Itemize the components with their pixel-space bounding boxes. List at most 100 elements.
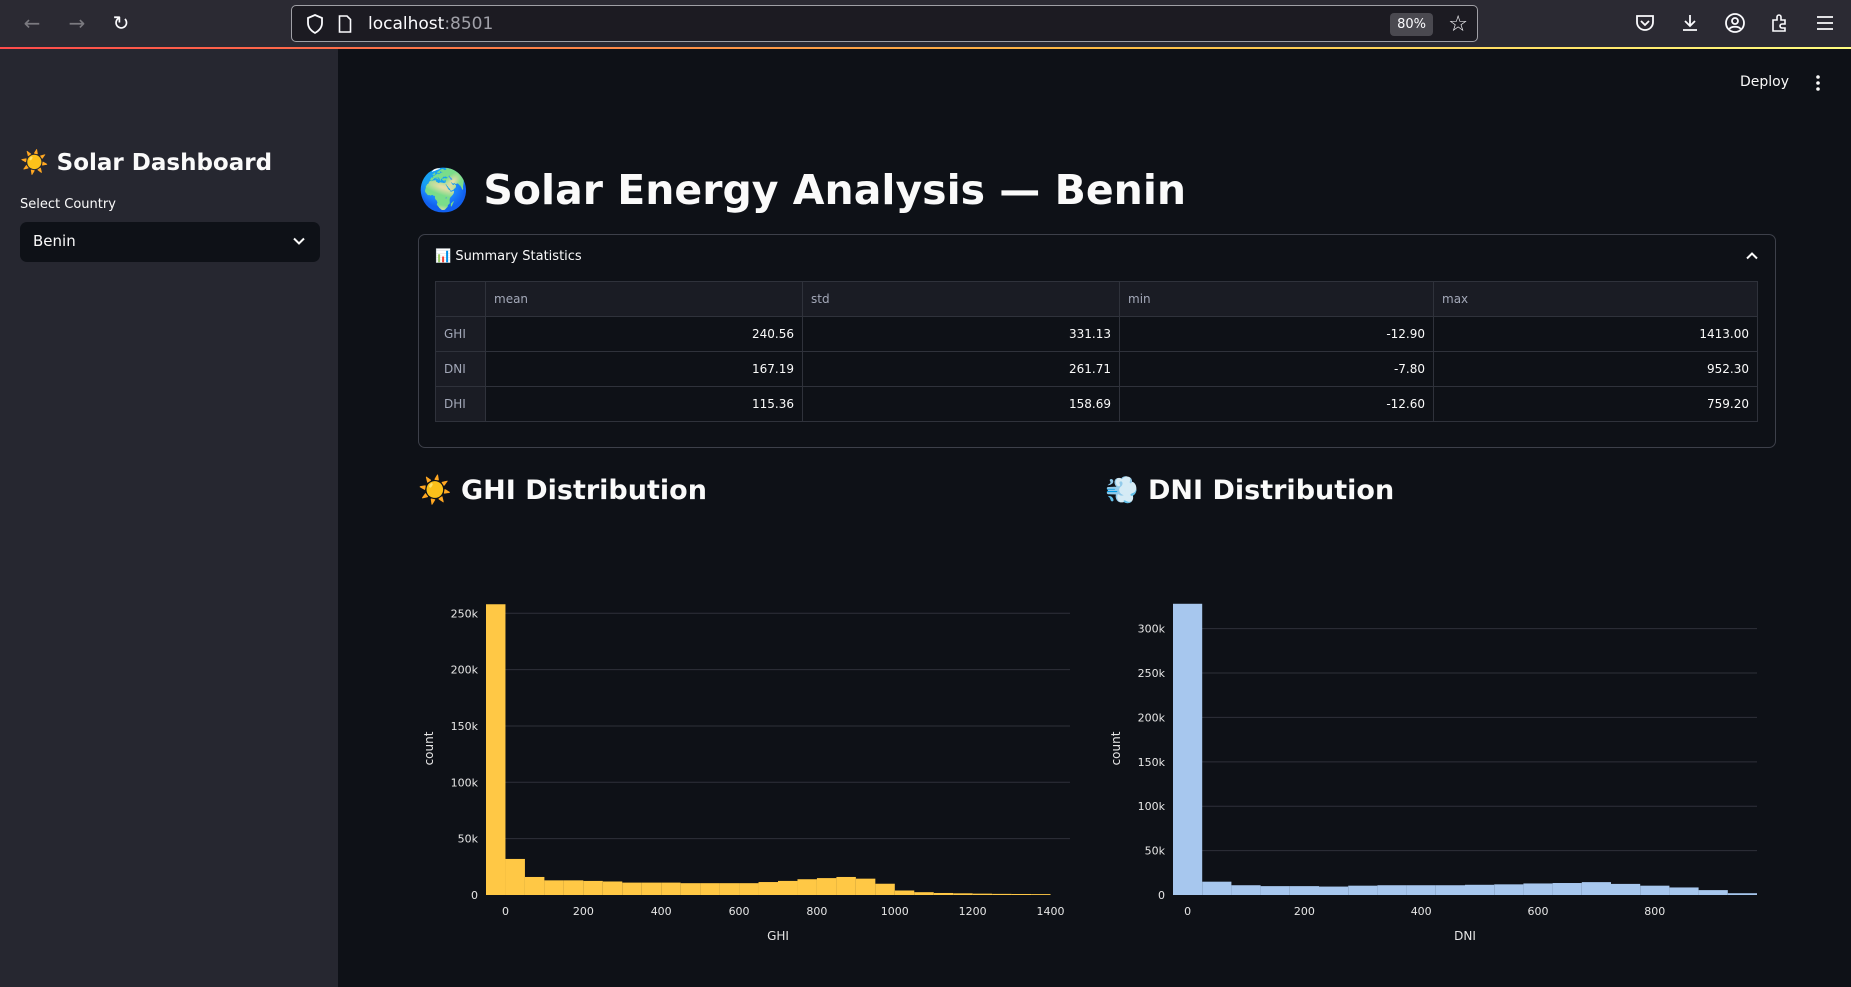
histogram-bar[interactable]	[1260, 886, 1290, 895]
histogram-bar[interactable]	[1031, 894, 1051, 895]
cell-std[interactable]: 158.69	[802, 386, 1120, 422]
x-tick-label: 200	[1294, 905, 1315, 918]
row-index: DNI	[435, 351, 486, 387]
y-tick-label: 100k	[1138, 800, 1166, 813]
column-header-std[interactable]: std	[802, 281, 1120, 317]
summary-expander-label[interactable]: 📊 Summary Statistics	[435, 249, 582, 264]
histogram-bar[interactable]	[1348, 885, 1378, 895]
histogram-bar[interactable]	[1173, 603, 1203, 895]
histogram-bar[interactable]	[602, 881, 623, 895]
histogram-bar[interactable]	[992, 893, 1012, 895]
histogram-bar[interactable]	[1202, 881, 1232, 895]
shield-icon[interactable]	[306, 14, 324, 34]
column-header-index	[435, 281, 486, 317]
bookmark-star-icon[interactable]: ☆	[1448, 12, 1468, 37]
y-tick-label: 300k	[1138, 623, 1166, 636]
histogram-bar[interactable]	[505, 858, 525, 895]
histogram-bar[interactable]	[1406, 885, 1436, 895]
column-header-mean[interactable]: mean	[485, 281, 803, 317]
cell-max[interactable]: 952.30	[1433, 351, 1758, 387]
y-tick-label: 50k	[458, 833, 479, 846]
cell-mean[interactable]: 240.56	[485, 316, 803, 352]
histogram-bar[interactable]	[719, 883, 740, 895]
summary-table: mean std min max GHI 240.56 331.13 -12.9…	[435, 281, 1758, 422]
histogram-bar[interactable]	[758, 882, 778, 895]
ghi-histogram[interactable]: 0 50k 100k 150k 200k 250k 0 200 400 600 800 1000 120…	[418, 560, 1078, 960]
more-options-icon[interactable]	[1810, 74, 1826, 92]
pocket-icon[interactable]	[1632, 10, 1658, 36]
histogram-bar[interactable]	[1377, 885, 1407, 895]
histogram-bar[interactable]	[972, 893, 993, 895]
url-host: localhost	[368, 14, 445, 34]
histogram-bar[interactable]	[797, 879, 817, 895]
histogram-bar[interactable]	[680, 883, 701, 895]
histogram-bar[interactable]	[953, 893, 973, 895]
column-header-max[interactable]: max	[1433, 281, 1758, 317]
histogram-bar[interactable]	[894, 890, 915, 895]
deploy-button[interactable]: Deploy	[1740, 74, 1790, 90]
histogram-bar[interactable]	[778, 880, 798, 895]
histogram-bar[interactable]	[563, 880, 584, 895]
histogram-bar[interactable]	[622, 882, 642, 895]
extensions-icon[interactable]	[1767, 10, 1793, 36]
back-arrow-icon[interactable]: ←	[23, 11, 41, 35]
cell-min[interactable]: -12.60	[1119, 386, 1434, 422]
histogram-bar[interactable]	[914, 892, 934, 895]
histogram-bar[interactable]	[1698, 890, 1728, 895]
histogram-bar[interactable]	[1435, 885, 1465, 895]
histogram-bar[interactable]	[700, 883, 720, 895]
histogram-bar[interactable]	[486, 604, 506, 895]
url-text[interactable]: localhost:8501	[368, 14, 493, 34]
cell-min[interactable]: -7.80	[1119, 351, 1434, 387]
histogram-bar[interactable]	[661, 882, 681, 895]
histogram-bar[interactable]	[1640, 885, 1670, 895]
forward-arrow-icon[interactable]: →	[68, 11, 86, 35]
cell-std[interactable]: 331.13	[802, 316, 1120, 352]
histogram-bar[interactable]	[1552, 883, 1582, 895]
histogram-bar[interactable]	[1494, 884, 1524, 895]
histogram-bar[interactable]	[1523, 883, 1553, 895]
histogram-bar[interactable]	[836, 876, 856, 895]
cell-mean[interactable]: 115.36	[485, 386, 803, 422]
cell-min[interactable]: -12.90	[1119, 316, 1434, 352]
summary-expander[interactable]: 📊 Summary Statistics mean std min max GH…	[418, 234, 1776, 448]
histogram-bar[interactable]	[875, 883, 895, 895]
y-tick-label: 0	[1158, 889, 1165, 902]
country-select[interactable]: Benin	[20, 222, 320, 262]
histogram-bar[interactable]	[933, 892, 954, 895]
url-port: :8501	[444, 14, 494, 34]
cell-max[interactable]: 759.20	[1433, 386, 1758, 422]
histogram-bar[interactable]	[641, 882, 662, 895]
y-tick-label: 200k	[451, 664, 479, 677]
histogram-bar[interactable]	[1669, 887, 1699, 895]
histogram-bar[interactable]	[544, 880, 564, 895]
column-header-min[interactable]: min	[1119, 281, 1434, 317]
download-icon[interactable]	[1677, 10, 1703, 36]
country-select-value: Benin	[33, 232, 76, 250]
histogram-bar[interactable]	[1289, 886, 1319, 895]
histogram-bar[interactable]	[1231, 885, 1261, 895]
histogram-bar[interactable]	[1465, 884, 1495, 895]
cell-max[interactable]: 1413.00	[1433, 316, 1758, 352]
address-bar[interactable]: localhost:8501 80% ☆	[291, 5, 1478, 42]
cell-std[interactable]: 261.71	[802, 351, 1120, 387]
y-tick-label: 250k	[451, 607, 479, 620]
chevron-up-icon[interactable]	[1745, 249, 1759, 263]
dni-histogram[interactable]: 0 50k 100k 150k 200k 250k 300k 0 200 400 600 800 DNI…	[1105, 560, 1765, 960]
histogram-bar[interactable]	[1727, 893, 1757, 895]
zoom-level-badge[interactable]: 80%	[1390, 13, 1433, 36]
histogram-bar[interactable]	[1611, 883, 1641, 895]
histogram-bar[interactable]	[816, 878, 837, 895]
histogram-bar[interactable]	[524, 876, 545, 895]
histogram-bar[interactable]	[1011, 893, 1032, 895]
histogram-bar[interactable]	[855, 878, 876, 895]
histogram-bar[interactable]	[1581, 882, 1611, 895]
histogram-bar[interactable]	[583, 880, 603, 895]
histogram-bar[interactable]	[739, 883, 759, 895]
account-icon[interactable]	[1722, 10, 1748, 36]
menu-hamburger-icon[interactable]	[1812, 10, 1838, 36]
histogram-bar[interactable]	[1319, 886, 1349, 895]
cell-mean[interactable]: 167.19	[485, 351, 803, 387]
reload-icon[interactable]: ↻	[112, 11, 130, 35]
sidebar-title: ☀️ Solar Dashboard	[20, 150, 273, 176]
